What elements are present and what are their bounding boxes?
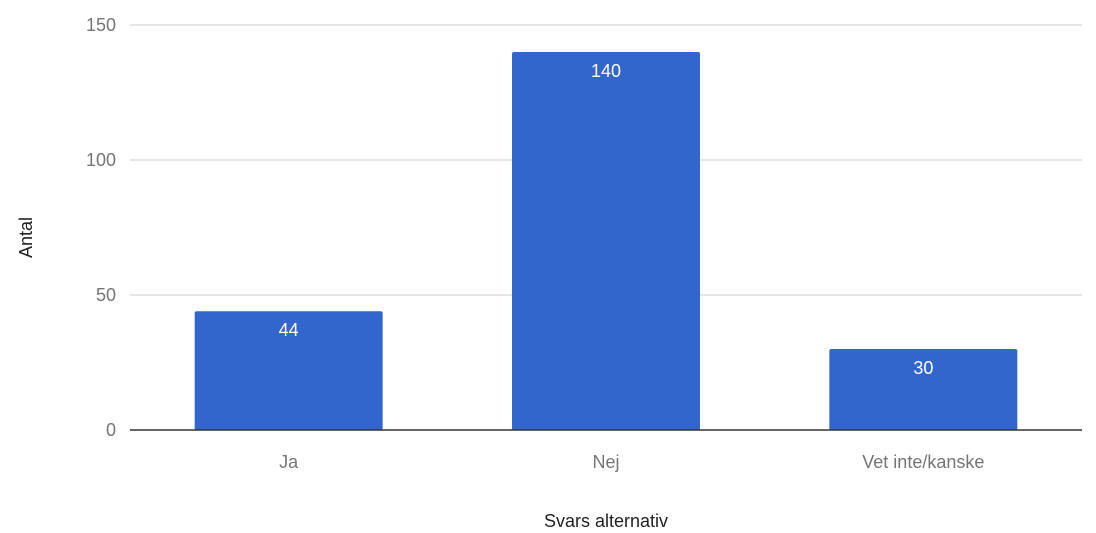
y-tick-label: 150	[86, 15, 116, 35]
bars	[194, 52, 1018, 430]
data-label: 44	[279, 320, 299, 340]
bar	[194, 311, 383, 430]
data-label: 140	[591, 61, 621, 81]
x-tick-label: Vet inte/kanske	[862, 452, 984, 472]
x-tick-label: Nej	[592, 452, 619, 472]
bar	[512, 52, 700, 430]
y-tick-label: 0	[106, 420, 116, 440]
labels: 0 50 100 150 44 Ja 140 Nej 30 Vet inte/kanske	[86, 15, 984, 472]
x-tick-label: Ja	[279, 452, 299, 472]
y-tick-label: 50	[96, 285, 116, 305]
y-tick-label: 100	[86, 150, 116, 170]
x-axis-title: Svars alternativ	[544, 511, 668, 531]
bar	[829, 349, 1018, 430]
data-label: 30	[913, 358, 933, 378]
y-axis-title: Antal	[16, 217, 36, 258]
